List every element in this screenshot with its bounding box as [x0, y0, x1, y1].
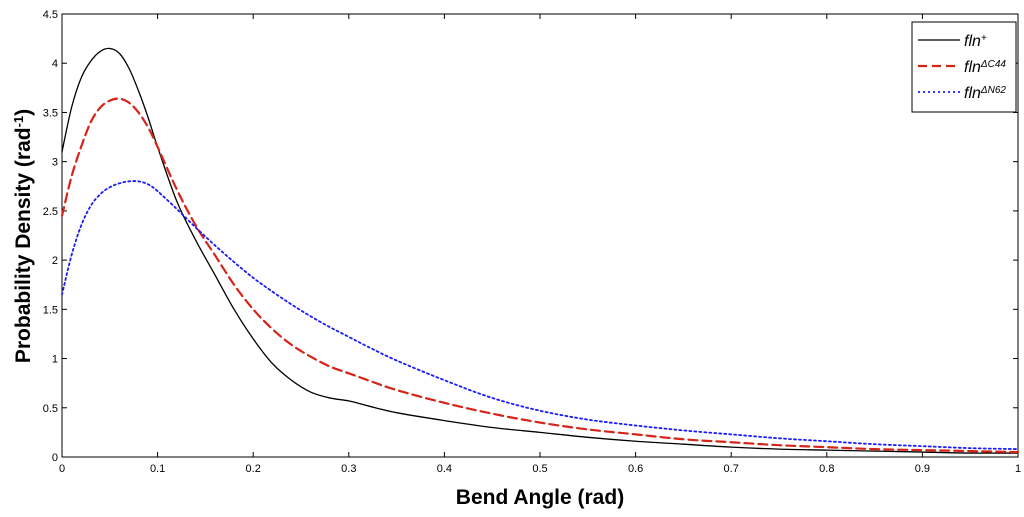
series-line-0 — [61, 47, 1019, 454]
legend-label-main: fln — [964, 33, 981, 50]
x-tick-label: 0.4 — [437, 463, 452, 475]
legend-label-0: fln+ — [964, 33, 987, 51]
y-axis-ticks: 0 0.5 1 1.5 2 2.5 3 3.5 4 4.5 — [43, 9, 1018, 464]
y-axis-title: Probability Density (rad-1) — [11, 109, 36, 363]
x-tick-label: 0.8 — [819, 463, 834, 475]
series-line-2 — [61, 180, 1019, 451]
legend-label-main: fln — [964, 59, 981, 76]
legend-label-sup: ΔN62 — [980, 85, 1006, 96]
x-tick-label: 0.6 — [628, 463, 643, 475]
legend-box — [911, 21, 1017, 113]
legend-label-1: flnΔC44 — [964, 59, 1006, 77]
legend-label-sup: + — [981, 33, 987, 44]
y-tick-label: 0 — [52, 452, 58, 464]
y-tick-label: 4.5 — [43, 9, 58, 21]
x-tick-label: 0 — [59, 463, 65, 475]
x-tick-label: 0.1 — [150, 463, 165, 475]
x-axis-title: Bend Angle (rad) — [456, 486, 624, 509]
series-line-1 — [60, 97, 1020, 454]
x-tick-label: 1 — [1015, 463, 1021, 475]
legend-label-sup: ΔC44 — [980, 59, 1006, 70]
y-tick-label: 1 — [52, 354, 58, 366]
y-tick-label: 3.5 — [43, 107, 58, 119]
x-tick-label: 0.7 — [724, 463, 739, 475]
series-layer — [60, 47, 1020, 454]
y-tick-label: 0.5 — [43, 403, 58, 415]
x-tick-label: 0.9 — [915, 463, 930, 475]
x-tick-label: 0.2 — [246, 463, 261, 475]
y-tick-label: 4 — [52, 58, 58, 70]
legend-label-2: flnΔN62 — [964, 85, 1006, 103]
y-tick-label: 2.5 — [43, 206, 58, 218]
legend-label-main: fln — [964, 85, 981, 102]
x-tick-label: 0.3 — [341, 463, 356, 475]
x-axis-ticks: 0 0.1 0.2 0.3 0.4 0.5 0.6 0.7 0.8 0.9 1 — [59, 14, 1021, 475]
y-tick-label: 1.5 — [43, 304, 58, 316]
y-tick-label: 2 — [52, 255, 58, 267]
plot-area — [61, 13, 1019, 458]
x-tick-label: 0.5 — [532, 463, 547, 475]
y-tick-label: 3 — [52, 157, 58, 169]
